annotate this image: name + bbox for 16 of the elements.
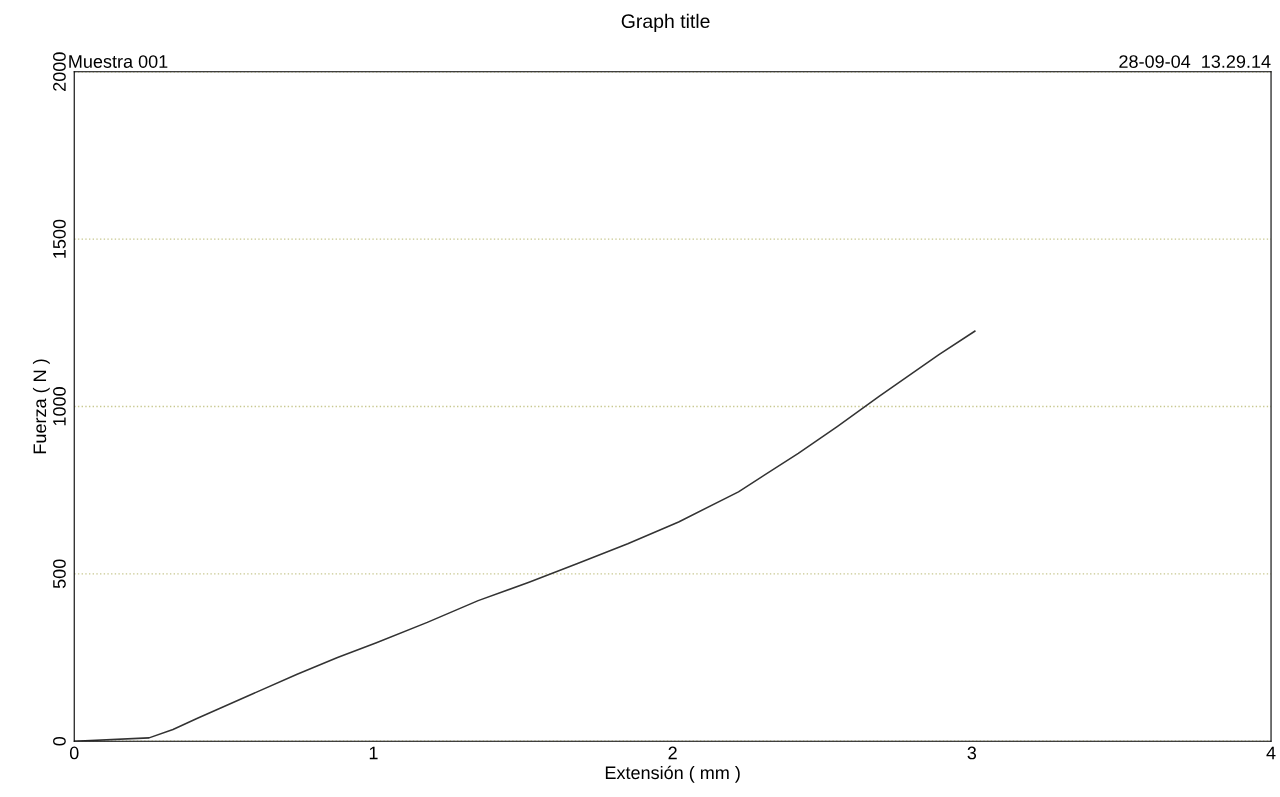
y-tick-label: 1500 bbox=[53, 219, 66, 258]
text: Muestra 001 bbox=[69, 55, 168, 68]
x-tick-label: 0 bbox=[69, 746, 79, 760]
y-tick-label: 0 bbox=[53, 736, 66, 746]
chart-title: Graph title bbox=[621, 13, 710, 32]
y-tick-label: 1000 bbox=[53, 387, 66, 426]
x-tick-label: 1 bbox=[369, 746, 378, 760]
line-series bbox=[74, 330, 976, 742]
x-tick-label: 4 bbox=[1266, 746, 1276, 760]
text: 28-09-04 13.29.14 bbox=[1119, 55, 1271, 68]
x-axis-title: Extensión ( mm ) bbox=[605, 765, 740, 783]
y-tick-label: 500 bbox=[53, 559, 66, 589]
y-axis-title: Fuerza ( N ) bbox=[32, 359, 50, 454]
x-tick-label: 3 bbox=[967, 746, 977, 760]
x-tick-label: 2 bbox=[668, 746, 677, 760]
y-tick-label: 2000 bbox=[53, 52, 66, 91]
